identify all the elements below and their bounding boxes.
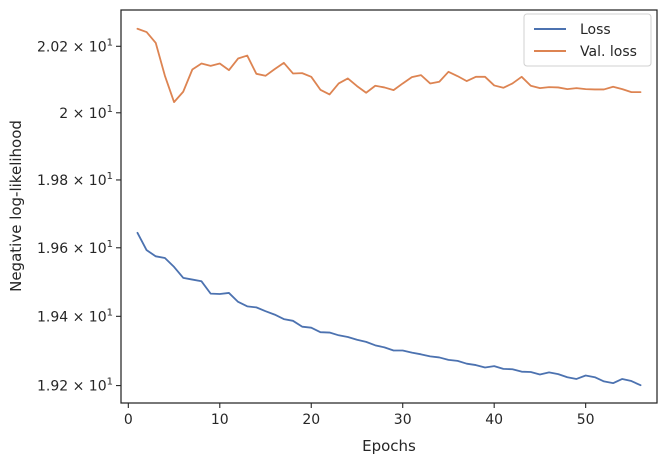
plot-area [120, 9, 658, 404]
y-tick-label: 2.02 × 101 [37, 37, 113, 55]
legend-label-loss: Loss [580, 22, 611, 38]
y-axis-ticks: 1.92 × 101 1.94 × 101 1.96 × 101 1.98 × 101… [37, 37, 121, 395]
legend: Loss Val. loss [523, 13, 652, 67]
y-tick-label: 1.94 × 101 [37, 307, 113, 325]
legend-label-val-loss: Val. loss [580, 44, 637, 60]
y-tick-label: 1.98 × 101 [37, 171, 113, 189]
y-axis-label: Negative log-likelihood [7, 120, 25, 292]
series-line-loss [136, 231, 642, 387]
x-axis-label: Epochs [362, 437, 416, 455]
x-tick-label: 50 [577, 412, 595, 428]
series-line-val-loss [136, 27, 642, 103]
y-tick-label: 2 × 101 [59, 104, 113, 122]
x-tick-label: 40 [485, 412, 503, 428]
y-tick-label: 1.96 × 101 [37, 239, 113, 257]
series-layer [136, 27, 642, 387]
x-axis-ticks: 0 10 20 30 40 50 [124, 403, 595, 428]
legend-box [523, 13, 652, 67]
x-tick-label: 30 [394, 412, 412, 428]
x-tick-label: 20 [302, 412, 320, 428]
x-tick-label: 0 [124, 412, 133, 428]
y-tick-label: 1.92 × 101 [37, 377, 113, 395]
x-tick-label: 10 [211, 412, 229, 428]
